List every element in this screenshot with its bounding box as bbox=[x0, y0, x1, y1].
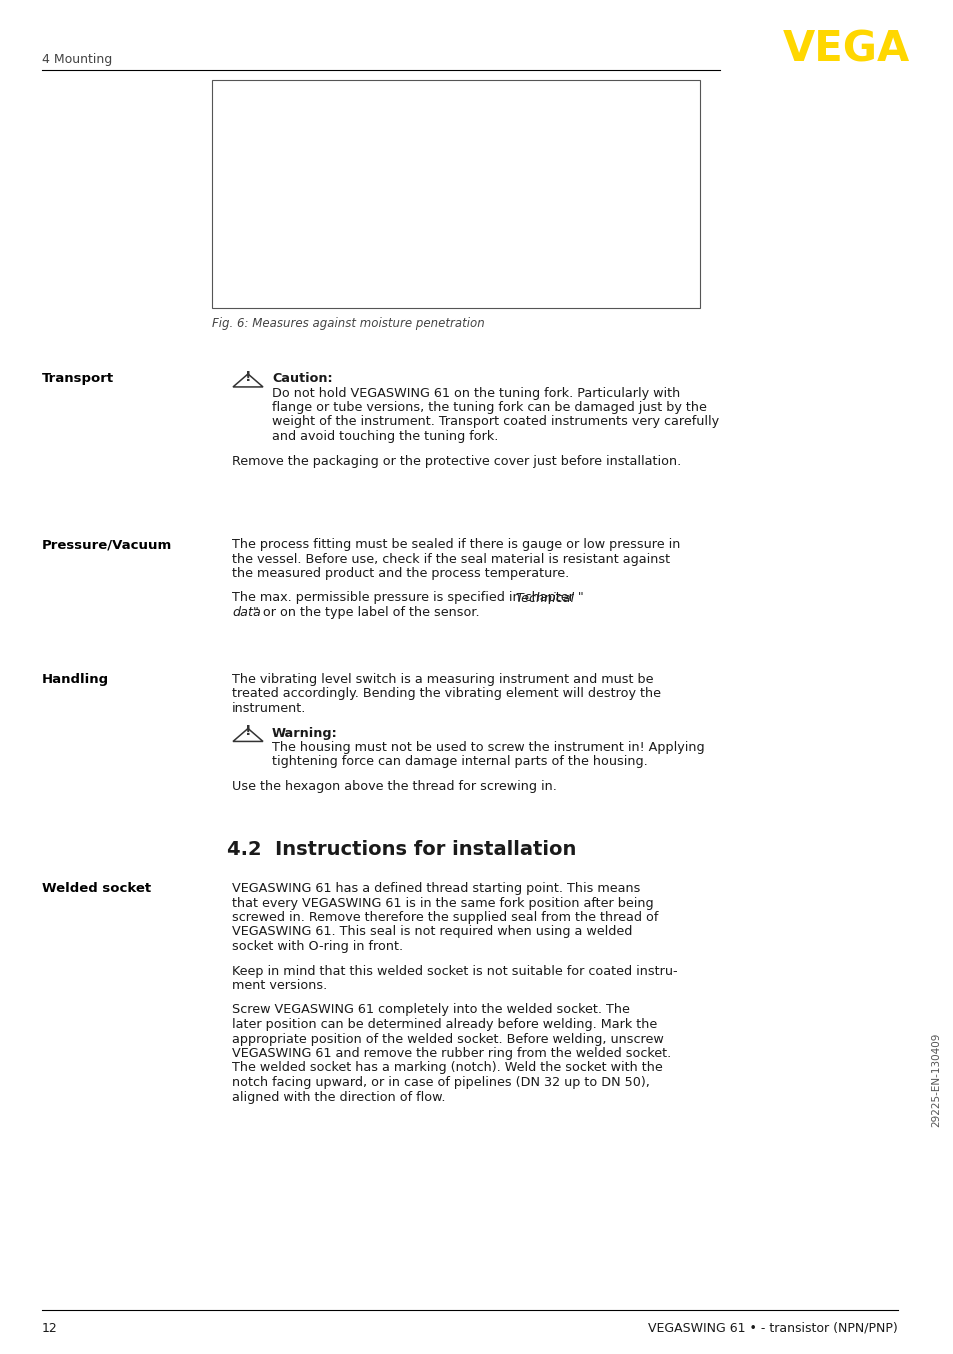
Text: flange or tube versions, the tuning fork can be damaged just by the: flange or tube versions, the tuning fork… bbox=[272, 401, 706, 414]
Text: Remove the packaging or the protective cover just before installation.: Remove the packaging or the protective c… bbox=[232, 455, 680, 467]
Text: VEGASWING 61 • - transistor (NPN/PNP): VEGASWING 61 • - transistor (NPN/PNP) bbox=[648, 1322, 897, 1335]
Text: screwed in. Remove therefore the supplied seal from the thread of: screwed in. Remove therefore the supplie… bbox=[232, 911, 658, 923]
Text: Fig. 6: Measures against moisture penetration: Fig. 6: Measures against moisture penetr… bbox=[212, 317, 484, 330]
Text: Transport: Transport bbox=[42, 372, 114, 385]
Text: data: data bbox=[232, 607, 260, 619]
Text: Technical: Technical bbox=[515, 592, 574, 604]
Text: VEGA: VEGA bbox=[781, 28, 909, 70]
Text: the measured product and the process temperature.: the measured product and the process tem… bbox=[232, 567, 569, 580]
Text: VEGASWING 61 and remove the rubber ring from the welded socket.: VEGASWING 61 and remove the rubber ring … bbox=[232, 1047, 671, 1060]
Polygon shape bbox=[233, 728, 263, 742]
Text: that every VEGASWING 61 is in the same fork position after being: that every VEGASWING 61 is in the same f… bbox=[232, 896, 653, 910]
Text: Warning:: Warning: bbox=[272, 727, 337, 739]
Text: appropriate position of the welded socket. Before welding, unscrew: appropriate position of the welded socke… bbox=[232, 1033, 663, 1045]
Text: VEGASWING 61 has a defined thread starting point. This means: VEGASWING 61 has a defined thread starti… bbox=[232, 881, 639, 895]
Text: tightening force can damage internal parts of the housing.: tightening force can damage internal par… bbox=[272, 756, 647, 769]
Text: ment versions.: ment versions. bbox=[232, 979, 327, 992]
Text: instrument.: instrument. bbox=[232, 701, 306, 715]
Text: Pressure/Vacuum: Pressure/Vacuum bbox=[42, 538, 172, 551]
Text: !: ! bbox=[245, 370, 251, 385]
Text: later position can be determined already before welding. Mark the: later position can be determined already… bbox=[232, 1018, 657, 1030]
Text: socket with O-ring in front.: socket with O-ring in front. bbox=[232, 940, 403, 953]
Text: Screw VEGASWING 61 completely into the welded socket. The: Screw VEGASWING 61 completely into the w… bbox=[232, 1003, 629, 1017]
Text: The housing must not be used to screw the instrument in! Applying: The housing must not be used to screw th… bbox=[272, 741, 704, 754]
Text: the vessel. Before use, check if the seal material is resistant against: the vessel. Before use, check if the sea… bbox=[232, 552, 669, 566]
Text: The vibrating level switch is a measuring instrument and must be: The vibrating level switch is a measurin… bbox=[232, 673, 653, 686]
Text: notch facing upward, or in case of pipelines (DN 32 up to DN 50),: notch facing upward, or in case of pipel… bbox=[232, 1076, 649, 1089]
Text: !: ! bbox=[245, 724, 251, 738]
Text: 4.2  Instructions for installation: 4.2 Instructions for installation bbox=[227, 839, 576, 858]
Text: 29225-EN-130409: 29225-EN-130409 bbox=[930, 1033, 940, 1127]
Text: weight of the instrument. Transport coated instruments very carefully: weight of the instrument. Transport coat… bbox=[272, 416, 719, 428]
Bar bbox=[212, 80, 700, 307]
Text: Do not hold VEGASWING 61 on the tuning fork. Particularly with: Do not hold VEGASWING 61 on the tuning f… bbox=[272, 386, 679, 399]
Text: VEGASWING 61. This seal is not required when using a welded: VEGASWING 61. This seal is not required … bbox=[232, 926, 632, 938]
Text: 4 Mounting: 4 Mounting bbox=[42, 54, 112, 66]
Text: " or on the type label of the sensor.: " or on the type label of the sensor. bbox=[253, 607, 478, 619]
Text: Use the hexagon above the thread for screwing in.: Use the hexagon above the thread for scr… bbox=[232, 780, 557, 793]
Text: Handling: Handling bbox=[42, 673, 109, 686]
Text: and avoid touching the tuning fork.: and avoid touching the tuning fork. bbox=[272, 431, 497, 443]
Text: The process fitting must be sealed if there is gauge or low pressure in: The process fitting must be sealed if th… bbox=[232, 538, 679, 551]
Polygon shape bbox=[233, 374, 263, 387]
Text: treated accordingly. Bending the vibrating element will destroy the: treated accordingly. Bending the vibrati… bbox=[232, 688, 660, 700]
Text: 12: 12 bbox=[42, 1322, 58, 1335]
Text: Keep in mind that this welded socket is not suitable for coated instru-: Keep in mind that this welded socket is … bbox=[232, 964, 677, 978]
Text: The max. permissible pressure is specified in chapter ": The max. permissible pressure is specifi… bbox=[232, 592, 583, 604]
Text: Welded socket: Welded socket bbox=[42, 881, 151, 895]
Text: aligned with the direction of flow.: aligned with the direction of flow. bbox=[232, 1090, 445, 1104]
Text: The welded socket has a marking (notch). Weld the socket with the: The welded socket has a marking (notch).… bbox=[232, 1062, 662, 1075]
Text: Caution:: Caution: bbox=[272, 372, 333, 385]
